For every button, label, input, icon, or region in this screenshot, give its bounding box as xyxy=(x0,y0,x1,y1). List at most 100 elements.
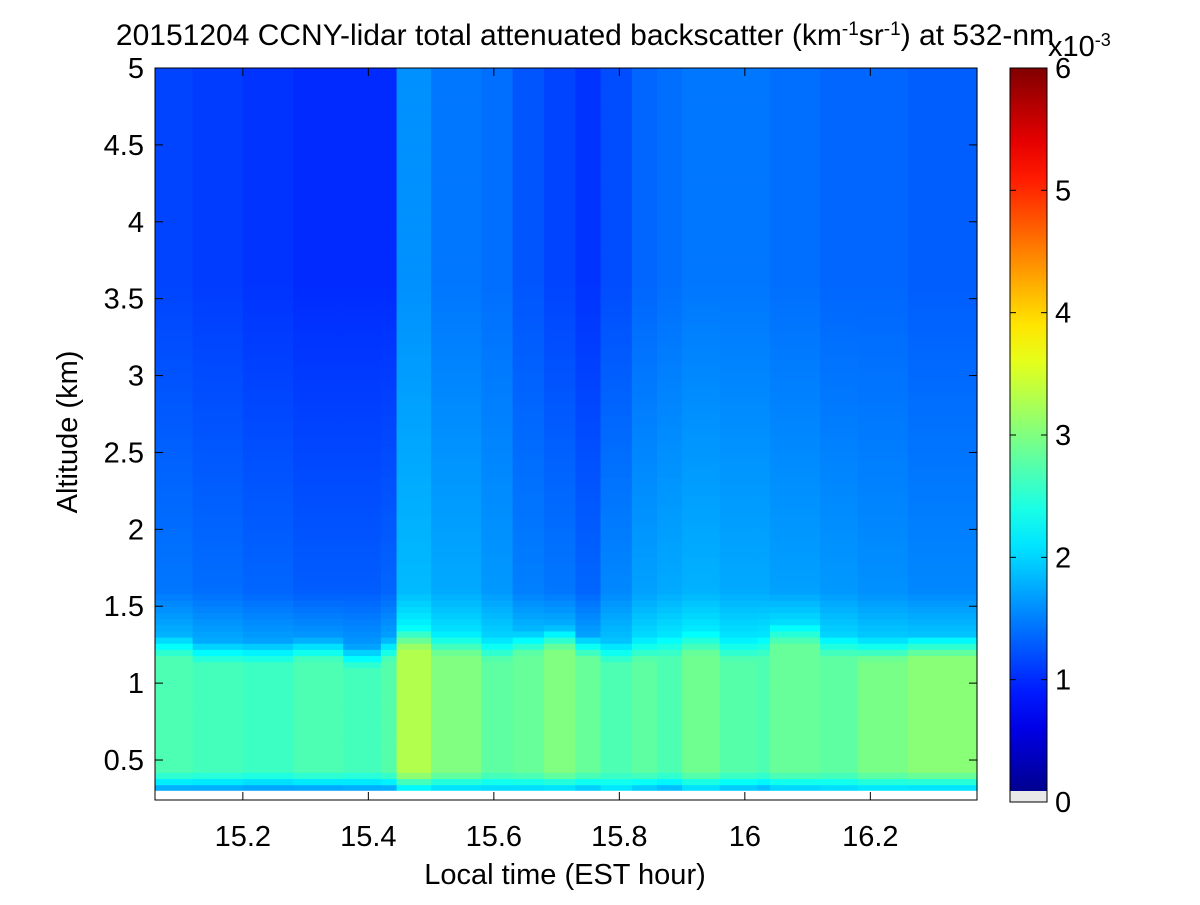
heatmap-cell xyxy=(631,581,658,589)
heatmap-cell xyxy=(719,415,758,423)
heatmap-cell xyxy=(907,243,978,251)
heatmap-cell xyxy=(857,569,909,577)
heatmap-cell xyxy=(192,593,244,601)
heatmap-cell xyxy=(192,513,244,521)
heatmap-cell xyxy=(719,760,758,767)
heatmap-cell xyxy=(631,280,658,287)
heatmap-cell xyxy=(682,138,721,146)
heatmap-cell xyxy=(481,366,514,374)
heatmap-cell xyxy=(380,114,398,121)
heatmap-cell xyxy=(380,464,398,472)
heatmap-cell xyxy=(575,101,602,109)
heatmap-cell xyxy=(769,144,821,152)
heatmap-cell xyxy=(512,144,545,152)
heatmap-cell xyxy=(769,181,821,189)
heatmap-cell xyxy=(757,655,771,663)
heatmap-cell xyxy=(682,181,721,189)
heatmap-cell xyxy=(820,686,859,693)
heatmap-cell xyxy=(396,452,432,460)
heatmap-cell xyxy=(600,692,633,700)
heatmap-cell xyxy=(631,194,658,201)
heatmap-cell xyxy=(682,267,721,275)
heatmap-cell xyxy=(757,587,771,595)
heatmap-cell xyxy=(757,218,771,226)
heatmap-cell xyxy=(682,249,721,257)
heatmap-cell xyxy=(682,667,721,675)
heatmap-cell xyxy=(656,366,683,374)
heatmap-cell xyxy=(192,347,244,355)
heatmap-cell xyxy=(682,144,721,152)
heatmap-cell xyxy=(820,89,859,97)
heatmap-cell xyxy=(431,360,482,367)
heatmap-cell xyxy=(769,636,821,644)
heatmap-cell xyxy=(481,532,514,540)
heatmap-cell xyxy=(155,532,194,540)
heatmap-cell xyxy=(293,698,344,706)
heatmap-cell xyxy=(396,415,432,423)
heatmap-cell xyxy=(431,544,482,552)
heatmap-cell xyxy=(907,526,978,534)
heatmap-cell xyxy=(192,575,244,583)
heatmap-cell xyxy=(431,766,482,773)
heatmap-cell xyxy=(192,649,244,657)
heatmap-cell xyxy=(820,575,859,583)
heatmap-cell xyxy=(380,249,398,257)
heatmap-cell xyxy=(575,427,602,435)
heatmap-cell xyxy=(242,341,294,349)
heatmap-cell xyxy=(380,434,398,441)
heatmap-cell xyxy=(343,397,382,404)
heatmap-cell xyxy=(192,747,244,755)
heatmap-cell xyxy=(631,68,658,72)
heatmap-cell xyxy=(820,77,859,84)
heatmap-cell xyxy=(481,126,514,134)
heatmap-cell xyxy=(512,120,545,128)
heatmap-cell xyxy=(682,434,721,441)
heatmap-cell xyxy=(343,292,382,300)
heatmap-cell xyxy=(575,569,602,577)
heatmap-cell xyxy=(757,618,771,626)
heatmap-cell xyxy=(544,200,577,207)
heatmap-cell xyxy=(396,126,432,134)
heatmap-cell xyxy=(155,766,194,773)
heatmap-cell xyxy=(396,101,432,109)
y-axis: 0.511.522.533.544.55 xyxy=(104,53,977,777)
heatmap-cell xyxy=(242,187,294,195)
heatmap-cell xyxy=(757,120,771,128)
heatmap-cell xyxy=(682,323,721,331)
heatmap-cell xyxy=(575,286,602,294)
heatmap-cell xyxy=(907,132,978,140)
heatmap-cell xyxy=(575,354,602,361)
heatmap-cell xyxy=(481,261,514,269)
heatmap-cell xyxy=(757,77,771,84)
heatmap-cell xyxy=(757,636,771,644)
heatmap-cell xyxy=(396,470,432,478)
heatmap-cell xyxy=(719,723,758,730)
heatmap-cell xyxy=(769,784,821,792)
heatmap-cell xyxy=(907,544,978,552)
heatmap-cell xyxy=(656,212,683,220)
heatmap-cell xyxy=(431,735,482,743)
heatmap-cell xyxy=(575,741,602,749)
heatmap-cell xyxy=(656,304,683,312)
heatmap-cell xyxy=(242,132,294,140)
heatmap-cell xyxy=(431,643,482,650)
heatmap-cell xyxy=(293,409,344,417)
heatmap-cell xyxy=(682,458,721,466)
y-tick-label: 0.5 xyxy=(104,745,144,777)
heatmap-cell xyxy=(820,317,859,324)
heatmap-cell xyxy=(719,563,758,570)
heatmap-cell xyxy=(431,286,482,294)
heatmap-cell xyxy=(682,372,721,380)
heatmap-cell xyxy=(544,163,577,171)
heatmap-cell xyxy=(481,390,514,398)
heatmap-cell xyxy=(242,95,294,103)
heatmap-cell xyxy=(343,464,382,472)
heatmap-cell xyxy=(857,440,909,447)
heatmap-cell xyxy=(431,409,482,417)
heatmap-cell xyxy=(631,267,658,275)
heatmap-cell xyxy=(907,464,978,472)
heatmap-cell xyxy=(293,274,344,281)
heatmap-cell xyxy=(769,520,821,527)
heatmap-cell xyxy=(155,126,194,134)
heatmap-cell xyxy=(656,704,683,712)
